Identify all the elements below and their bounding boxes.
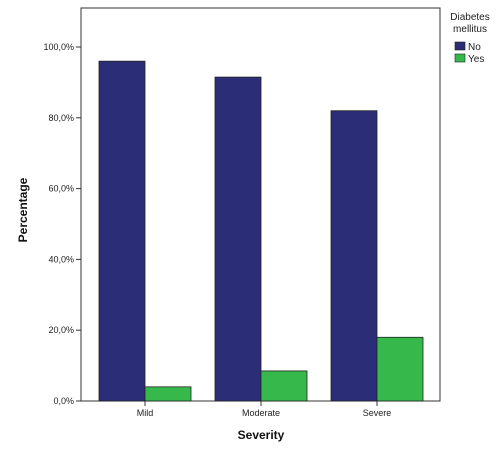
legend-title-line-1: Diabetes — [450, 12, 489, 23]
x-tick-label: Moderate — [242, 408, 280, 418]
y-tick-label: 80,0% — [48, 113, 74, 123]
y-tick-label: 0,0% — [53, 396, 74, 406]
bar-yes-severe — [376, 336, 424, 402]
bar-yes-mild — [144, 386, 192, 402]
legend-title-line-2: mellitus — [453, 24, 487, 35]
legend-swatch-no — [454, 41, 466, 51]
y-tick-label: 60,0% — [48, 184, 74, 194]
y-tick-label: 40,0% — [48, 254, 74, 264]
x-tick-label: Mild — [137, 408, 154, 418]
bar-no-moderate — [214, 76, 262, 402]
bar-no-severe — [330, 110, 378, 402]
bars — [98, 60, 424, 402]
y-axis: 0,0% 20,0% 40,0% 60,0% 80,0% 100,0% — [43, 42, 81, 406]
y-tick-label: 100,0% — [43, 42, 74, 52]
y-axis-title: Percentage — [16, 177, 30, 242]
bar-no-mild — [98, 60, 146, 402]
bar-yes-moderate — [260, 370, 308, 402]
x-axis: Mild Moderate Severe — [137, 401, 392, 418]
legend-swatch-yes — [454, 53, 466, 63]
legend-label-yes: Yes — [468, 54, 484, 65]
y-tick-label: 20,0% — [48, 325, 74, 335]
x-axis-title: Severity — [238, 428, 285, 442]
legend-label-no: No — [468, 42, 481, 53]
x-tick-label: Severe — [363, 408, 392, 418]
